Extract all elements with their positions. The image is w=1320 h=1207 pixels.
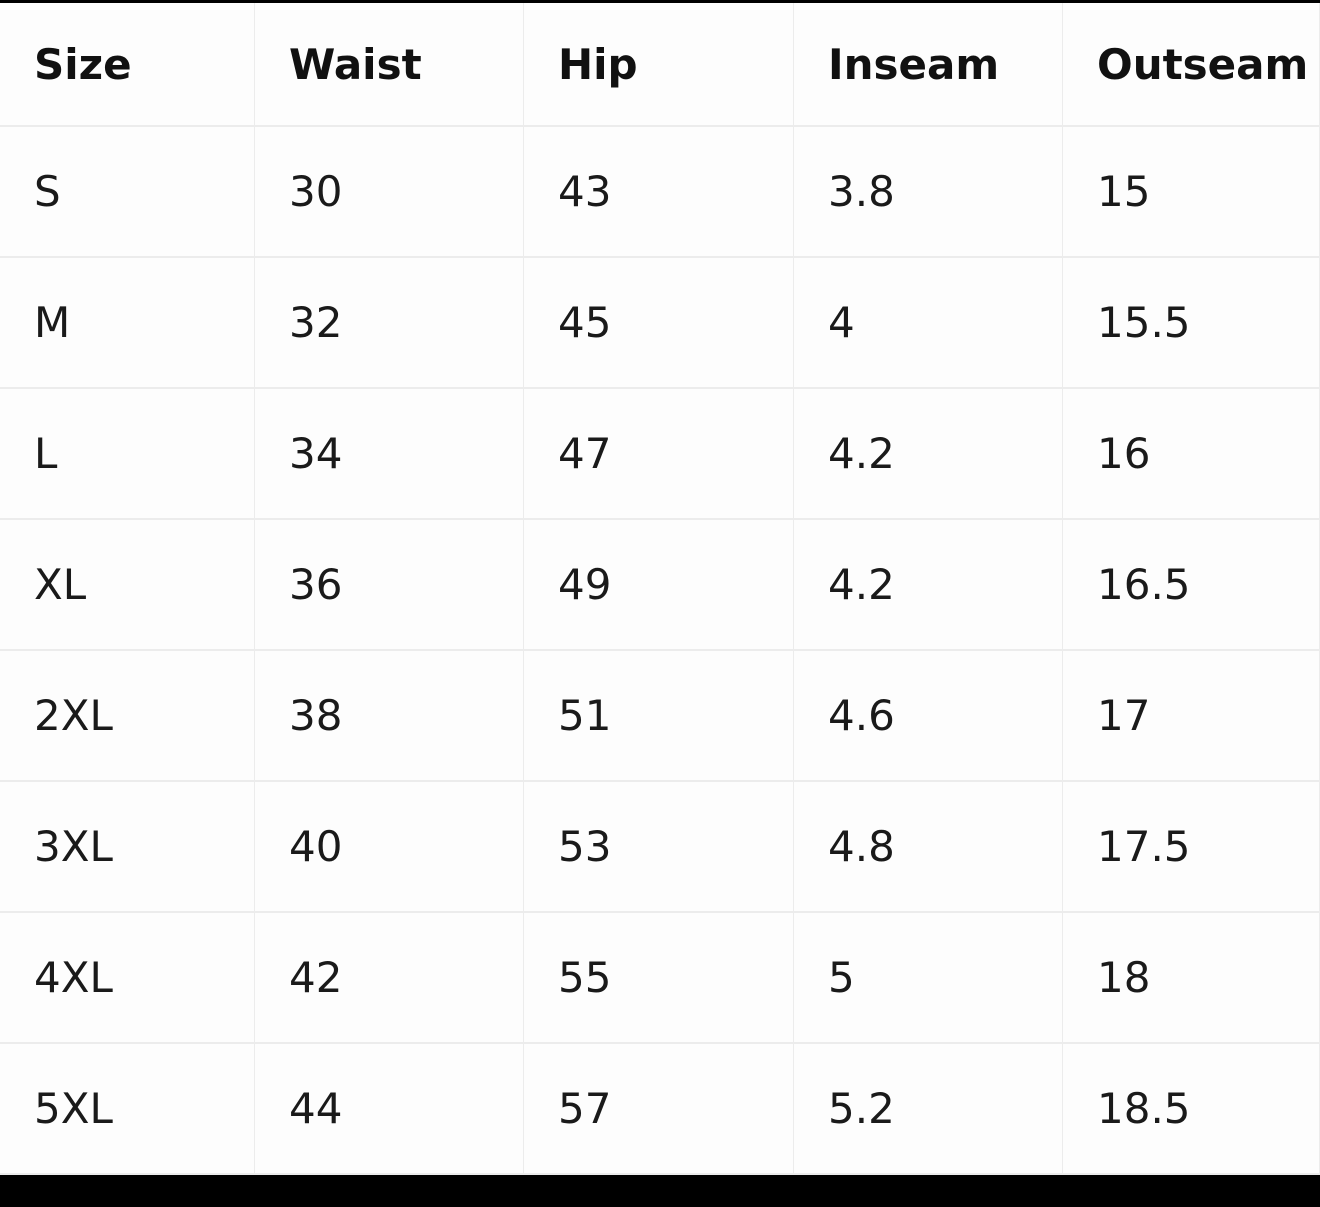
table-cell: 36 xyxy=(255,520,524,651)
table-cell: 3.8 xyxy=(794,127,1063,258)
table-cell: 4.2 xyxy=(794,520,1063,651)
header-cell: Waist xyxy=(255,3,524,127)
table-cell: S xyxy=(0,127,255,258)
table-cell: 15 xyxy=(1063,127,1320,258)
table-cell: 5XL xyxy=(0,1044,255,1175)
table-cell: 38 xyxy=(255,651,524,782)
table-cell: 32 xyxy=(255,258,524,389)
table-cell: 17.5 xyxy=(1063,782,1320,913)
table-cell: 2XL xyxy=(0,651,255,782)
table-cell: 30 xyxy=(255,127,524,258)
table-cell: 34 xyxy=(255,389,524,520)
table-cell: 5 xyxy=(794,913,1063,1044)
table-cell: 4 xyxy=(794,258,1063,389)
table-cell: 4XL xyxy=(0,913,255,1044)
table-cell: 55 xyxy=(524,913,794,1044)
table-cell: 18.5 xyxy=(1063,1044,1320,1175)
header-cell: Outseam xyxy=(1063,3,1320,127)
size-table: Size Waist Hip Inseam Outseam S 30 43 3.8 15 M 32 45… xyxy=(0,3,1320,1175)
table-cell: 47 xyxy=(524,389,794,520)
table-cell: XL xyxy=(0,520,255,651)
table-cell: 45 xyxy=(524,258,794,389)
table-cell: 5.2 xyxy=(794,1044,1063,1175)
table-cell: 4.8 xyxy=(794,782,1063,913)
table-cell: 4.2 xyxy=(794,389,1063,520)
table-cell: M xyxy=(0,258,255,389)
table-cell: 40 xyxy=(255,782,524,913)
table-cell: 49 xyxy=(524,520,794,651)
header-cell: Inseam xyxy=(794,3,1063,127)
table-cell: 53 xyxy=(524,782,794,913)
table-cell: 18 xyxy=(1063,913,1320,1044)
table-cell: 17 xyxy=(1063,651,1320,782)
table-cell: 16.5 xyxy=(1063,520,1320,651)
table-cell: 16 xyxy=(1063,389,1320,520)
table-cell: 3XL xyxy=(0,782,255,913)
table-cell: L xyxy=(0,389,255,520)
table-cell: 42 xyxy=(255,913,524,1044)
table-cell: 15.5 xyxy=(1063,258,1320,389)
header-cell: Hip xyxy=(524,3,794,127)
table-cell: 57 xyxy=(524,1044,794,1175)
table-cell: 4.6 xyxy=(794,651,1063,782)
table-cell: 44 xyxy=(255,1044,524,1175)
table-cell: 51 xyxy=(524,651,794,782)
table-cell: 43 xyxy=(524,127,794,258)
header-cell: Size xyxy=(0,3,255,127)
